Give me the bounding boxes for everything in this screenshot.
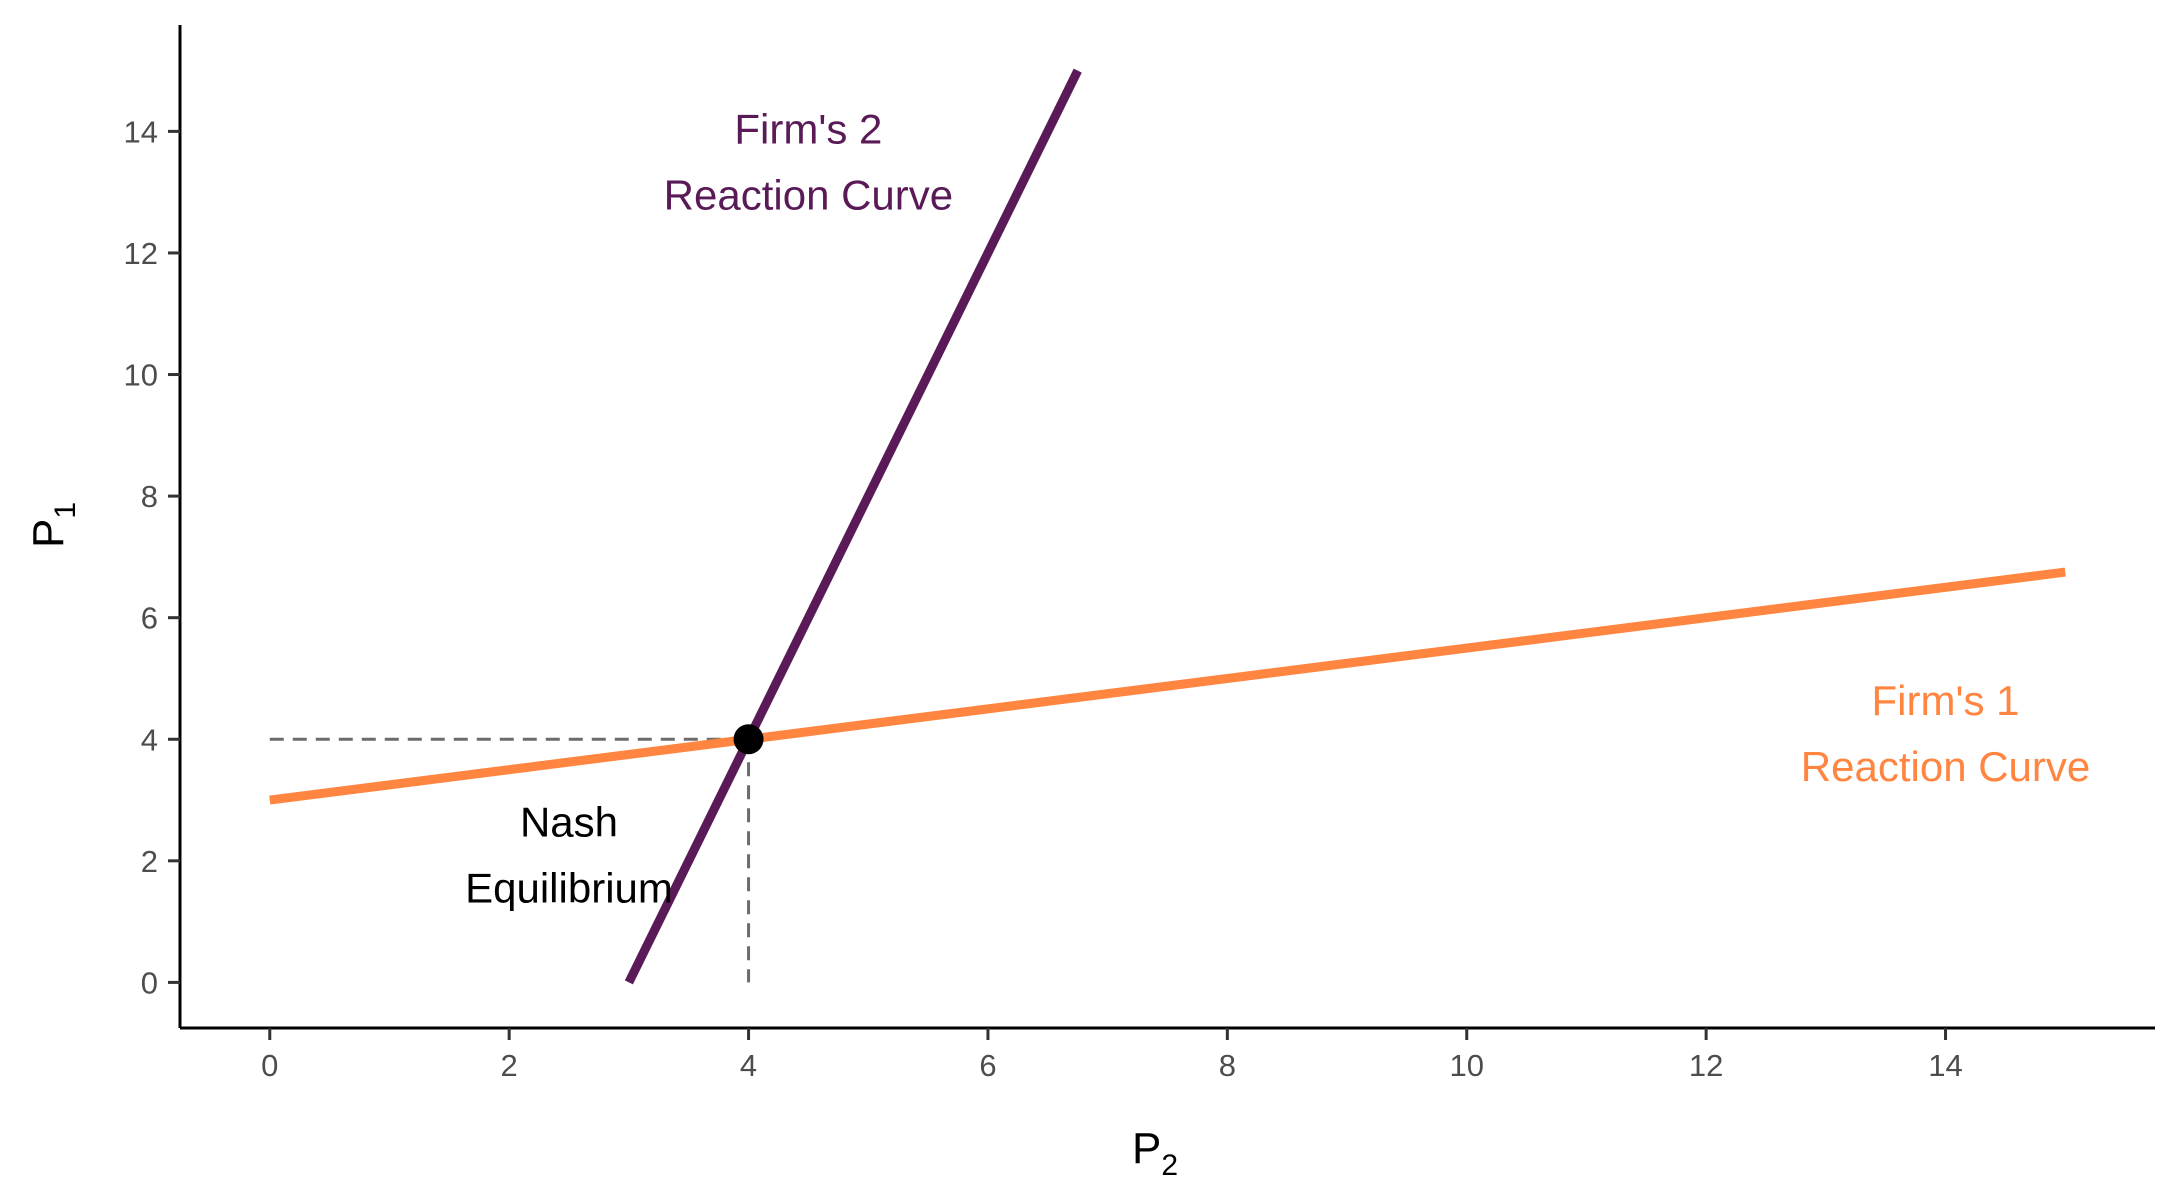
y-tick-label: 10 — [124, 358, 158, 393]
y-tick-label: 14 — [124, 114, 158, 149]
series-layer — [269, 68, 2066, 985]
y-tick-label: 12 — [124, 236, 158, 271]
y-tick-label: 0 — [141, 965, 158, 1000]
series-line-firm-s-1-reaction-curve — [269, 567, 2066, 805]
nash-equilibrium-point — [733, 724, 764, 755]
x-tick-label: 10 — [1450, 1048, 1484, 1083]
x-axis-title: P2 — [1132, 1124, 1178, 1182]
annotation-firm-s-1-reaction-curve: Firm's 1 Reaction Curve — [1801, 677, 2090, 790]
x-tick-label: 8 — [1219, 1048, 1236, 1083]
equilibrium-guide-lines — [269, 737, 751, 983]
points-layer — [733, 724, 764, 755]
x-tick-label: 4 — [740, 1048, 757, 1083]
annotations: Firm's 2 Reaction Curve Firm's 1 Reaction C… — [465, 106, 2090, 912]
y-tick-label: 4 — [141, 722, 158, 757]
x-tick-label: 12 — [1689, 1048, 1723, 1083]
x-tick-label: 6 — [979, 1048, 996, 1083]
y-tick-label: 8 — [141, 479, 158, 514]
series-line-firm-s-2-reaction-curve — [624, 68, 1082, 985]
x-tick-label: 2 — [501, 1048, 518, 1083]
y-axis-title: P1 — [24, 502, 82, 548]
x-tick-label: 14 — [1928, 1048, 1962, 1083]
axes: 0 2 4 6 8 10 12 14 0 2 4 6 8 10 12 14 — [124, 25, 2155, 1083]
y-tick-label: 2 — [141, 844, 158, 879]
annotation-nash-equilibrium: Nash Equilibrium — [465, 799, 673, 912]
annotation-firm-s-2-reaction-curve: Firm's 2 Reaction Curve — [664, 106, 953, 219]
x-tick-label: 0 — [261, 1048, 278, 1083]
y-tick-label: 6 — [141, 601, 158, 636]
